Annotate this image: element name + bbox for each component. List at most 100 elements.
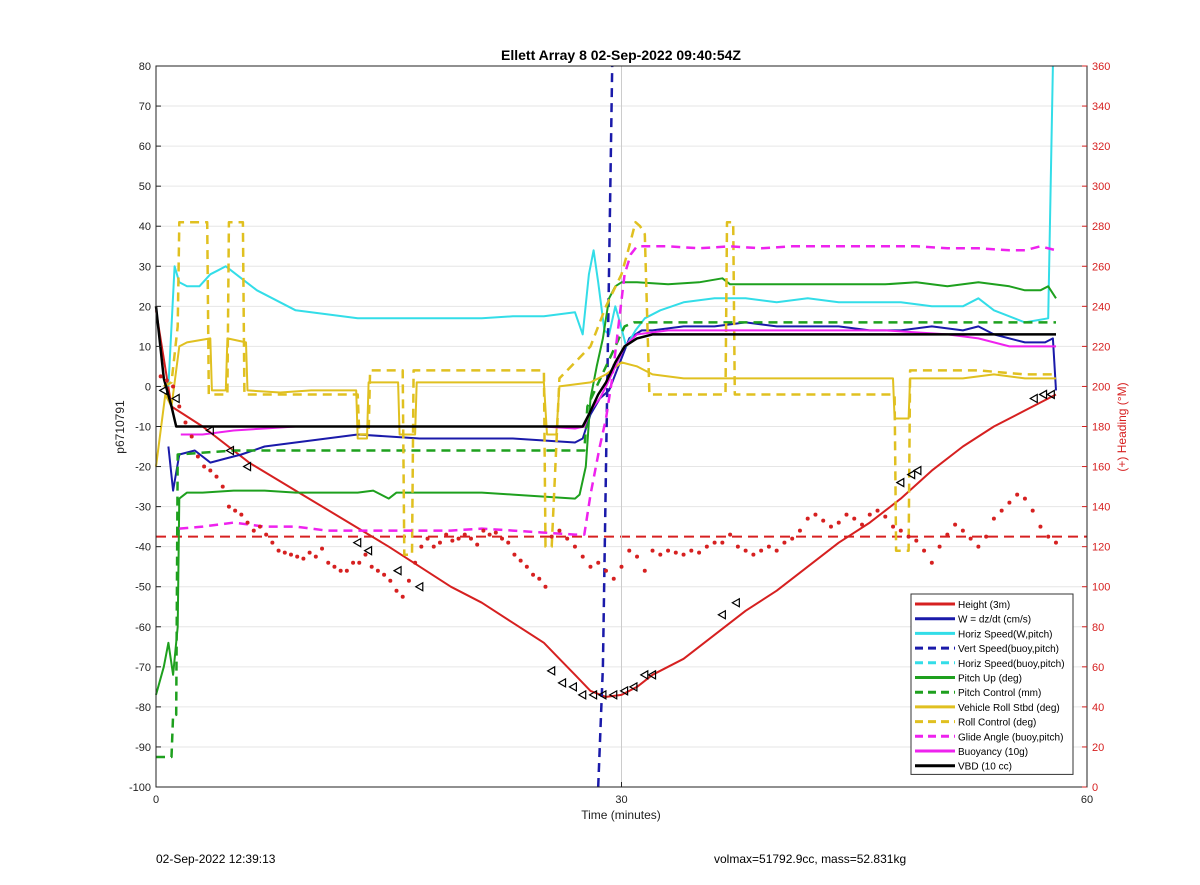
heading-dot [751,552,756,557]
heading-dot [394,588,399,593]
heading-dot [307,550,312,555]
heading-dot [976,544,981,549]
y-tick-label-right: 140 [1092,502,1110,514]
y-tick-label-right: 160 [1092,462,1110,474]
y-tick-label-left: 40 [139,221,151,233]
height-marker [1046,389,1055,400]
heading-dot [875,508,880,513]
heading-dot [351,560,356,565]
heading-dot [487,532,492,537]
heading-dot [251,528,256,533]
heading-dot [320,546,325,551]
heading-dot [953,522,958,527]
x-axis-label: Time (minutes) [581,808,661,822]
legend-label: Pitch Up (deg) [958,674,1022,685]
y-tick-label-left: -40 [135,542,151,554]
heading-dot [183,420,188,425]
y-tick-label-left: -100 [129,782,151,794]
heading-dot [512,552,517,557]
heading-dot [264,532,269,537]
heading-dot [673,550,678,555]
heading-dot [898,528,903,533]
y-tick-label-left: -50 [135,582,151,594]
heading-dot [1046,534,1051,539]
legend-label: Glide Angle (buoy,pitch) [958,732,1063,743]
heading-dot [276,548,281,553]
series-line [155,310,1057,698]
heading-dot [619,564,624,569]
series-line [179,245,1057,536]
heading-dot [431,544,436,549]
heading-dot [860,522,865,527]
heading-dot [611,576,616,581]
y-tick-label-left: 70 [139,101,151,113]
heading-dot [158,374,163,379]
heading-dot [627,548,632,553]
heading-dot [537,576,542,581]
heading-dot [712,540,717,545]
heading-dot [233,508,238,513]
heading-dot [220,484,225,489]
heading-dot [937,544,942,549]
heading-dot [382,572,387,577]
series-line [155,277,1057,696]
heading-dot [363,552,368,557]
legend: Height (3m) W = dz/dt (cm/s) Horiz Speed(W… [910,593,1074,775]
heading-dot [189,434,194,439]
height-marker [717,609,726,620]
y-tick-label-right: 280 [1092,221,1110,233]
heading-dot [821,518,826,523]
heading-dot [531,572,536,577]
heading-dot [332,564,337,569]
heading-dot [797,528,802,533]
series-line [167,65,1054,387]
heading-dot [906,534,911,539]
heading-dot [171,384,176,389]
heading-dot [883,514,888,519]
legend-label: Roll Control (deg) [958,718,1036,729]
y-tick-label-right: 0 [1092,782,1098,794]
heading-dot [444,532,449,537]
legend-label: Height (3m) [958,600,1010,611]
heading-dot [177,404,182,409]
height-marker [170,393,180,404]
heading-dot [1030,508,1035,513]
heading-dot [596,560,601,565]
heading-dot [468,536,473,541]
y-tick-label-left: 50 [139,181,151,193]
height-marker [557,677,567,688]
height-marker [619,685,629,696]
series-line [167,321,1057,492]
heading-dot [400,594,405,599]
height-marker [1029,393,1038,404]
heading-dot [313,554,318,559]
heading-dot [836,520,841,525]
y-tick-label-right: 40 [1092,702,1104,714]
legend-label: Vehicle Roll Stbd (deg) [958,703,1060,714]
heading-dot [413,560,418,565]
heading-dot [774,548,779,553]
height-marker [205,425,214,436]
height-marker [577,689,587,700]
heading-dot [419,544,424,549]
height-marker [912,465,922,476]
legend-box [910,593,1074,775]
heading-dot [245,520,250,525]
heading-dot [557,528,562,533]
heading-dot [828,524,833,529]
height-marker [568,681,577,692]
heading-dot [844,512,849,517]
heading-dot [852,516,857,521]
heading-dot [697,550,702,555]
y-tick-label-right: 100 [1092,582,1110,594]
series-line [156,321,1056,759]
heading-dot [406,578,411,583]
heading-dot [945,532,950,537]
heading-dot [338,568,343,573]
heading-dot [960,528,965,533]
footer-summary: volmax=51792.9cc, mass=52.831kg [714,852,907,866]
height-marker [363,545,373,556]
heading-dot [202,464,207,469]
y-tick-label-right: 320 [1092,141,1110,153]
